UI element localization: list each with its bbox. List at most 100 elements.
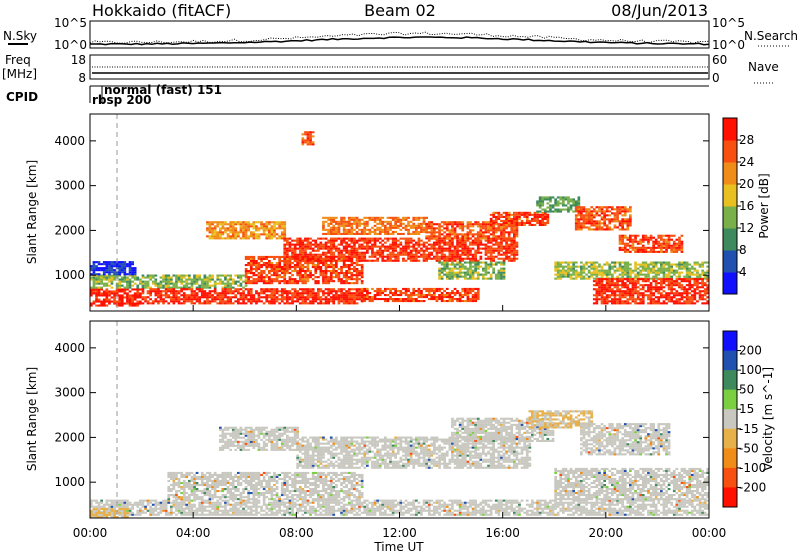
power-cell	[126, 302, 129, 305]
power-cell	[445, 271, 449, 274]
power-cell	[438, 261, 441, 264]
power-cell	[268, 290, 271, 293]
power-cell	[391, 292, 395, 295]
power-cell	[120, 290, 124, 293]
power-cell	[327, 222, 330, 225]
power-cell	[167, 274, 171, 277]
power-cell	[618, 220, 622, 223]
power-cell	[345, 276, 348, 279]
power-cell	[167, 296, 171, 299]
power-cell	[690, 294, 694, 297]
power-cell	[556, 202, 560, 205]
power-cell	[469, 298, 472, 301]
power-cell	[639, 248, 643, 251]
power-cell	[394, 226, 397, 229]
power-cell	[613, 298, 617, 301]
power-cell	[438, 255, 441, 258]
power-cell	[616, 261, 619, 264]
power-cell	[407, 241, 410, 244]
power-cell	[360, 270, 364, 273]
power-cell	[306, 290, 310, 293]
power-cell	[90, 288, 93, 291]
power-cell	[693, 284, 697, 287]
power-cell	[329, 272, 333, 275]
power-cell	[479, 239, 483, 242]
power-cell	[654, 271, 658, 274]
power-cell	[273, 223, 276, 226]
power-cell	[265, 280, 269, 283]
power-cell	[685, 292, 689, 295]
power-cell	[598, 220, 601, 223]
power-cell	[275, 300, 279, 303]
power-cell	[402, 253, 405, 256]
power-cell	[471, 241, 475, 244]
power-cell	[396, 257, 400, 260]
power-cell	[164, 296, 168, 299]
power-cell	[554, 269, 557, 272]
power-cell	[451, 300, 454, 303]
power-cell	[657, 273, 661, 276]
power-cell	[654, 238, 658, 241]
power-cell	[304, 245, 307, 248]
power-cell	[195, 282, 199, 285]
power-cell	[580, 228, 583, 231]
power-cell	[322, 251, 325, 254]
power-cell	[466, 255, 470, 258]
power-cell	[231, 290, 235, 293]
power-cell	[667, 244, 671, 247]
power-cell	[665, 269, 668, 272]
power-cell	[660, 302, 663, 305]
power-cell	[301, 266, 305, 269]
power-cell	[636, 275, 640, 278]
power-cell	[314, 294, 318, 297]
power-cell	[456, 233, 459, 236]
power-cell	[304, 262, 307, 265]
power-cell	[402, 287, 405, 290]
power-cell	[448, 239, 452, 242]
power-cell	[513, 259, 516, 262]
power-cell	[198, 298, 201, 301]
power-cell	[110, 265, 114, 268]
power-cell	[453, 273, 457, 276]
power-cell	[626, 302, 630, 305]
power-cell	[280, 235, 284, 238]
power-cell	[340, 232, 343, 235]
power-cell	[136, 290, 140, 293]
power-cell	[461, 296, 465, 299]
power-cell	[559, 273, 563, 276]
power-cell	[219, 274, 222, 277]
power-cell	[505, 245, 508, 248]
power-cell	[249, 225, 253, 228]
power-cell	[167, 284, 171, 287]
power-cell	[396, 224, 400, 227]
power-cell	[466, 261, 470, 264]
power-cell	[355, 226, 359, 229]
power-cell	[451, 241, 454, 244]
power-cell	[309, 302, 312, 305]
power-cell	[554, 263, 557, 266]
power-cell	[126, 273, 129, 276]
power-cell	[451, 263, 454, 266]
power-cell	[543, 211, 547, 214]
power-cell	[670, 278, 673, 281]
power-cell	[353, 232, 356, 235]
power-cell	[219, 233, 222, 236]
power-cell	[652, 267, 655, 270]
power-cell	[278, 282, 281, 285]
power-cell	[652, 244, 655, 247]
power-cell	[616, 226, 619, 229]
power-cell	[471, 265, 475, 268]
power-cell	[180, 286, 183, 289]
power-cell	[451, 229, 454, 232]
power-cell	[286, 300, 289, 303]
power-cell	[644, 248, 648, 251]
power-cell	[629, 244, 632, 247]
power-cell	[347, 251, 351, 254]
power-cell	[102, 273, 106, 276]
power-cell	[660, 286, 663, 289]
power-cell	[120, 300, 124, 303]
power-cell	[438, 296, 441, 299]
power-cell	[409, 253, 413, 256]
power-cell	[600, 212, 604, 215]
power-cell	[126, 278, 129, 281]
